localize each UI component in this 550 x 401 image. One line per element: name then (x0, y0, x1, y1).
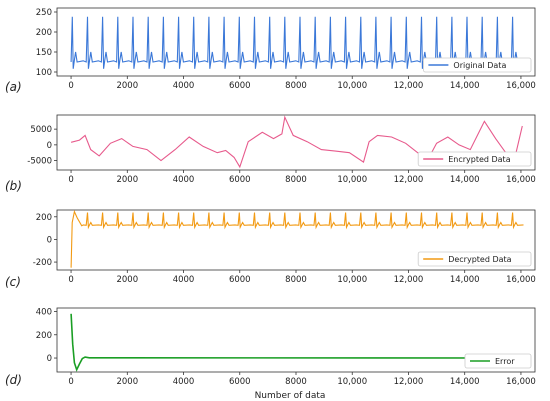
x-tick-label: 0 (68, 81, 73, 91)
y-tick-label: 100 (36, 68, 52, 78)
x-tick-label: 14,000 (450, 175, 480, 185)
y-tick-label: 200 (36, 28, 52, 38)
x-tick-label: 4000 (173, 175, 195, 185)
x-tick-label: 6000 (229, 175, 251, 185)
legend: Decrypted Data (417, 251, 532, 267)
x-tick-label: 6000 (229, 275, 251, 285)
x-tick-label: 6000 (229, 81, 251, 91)
panel-label: (d) (5, 373, 22, 387)
x-tick-label: 16,000 (506, 81, 536, 91)
legend-label: Error (495, 357, 515, 366)
x-tick-label: 4000 (173, 81, 195, 91)
x-tick-label: 8000 (285, 175, 307, 185)
panel-2: -5000 0 5000 0 2000 4000 6000 8000 10,000 12,000 1… (5, 114, 536, 193)
legend: Encrypted Data (417, 151, 532, 167)
legend-label: Encrypted Data (448, 155, 511, 164)
legend-label: Original Data (453, 61, 506, 70)
y-tick-label: 200 (36, 213, 52, 223)
x-axis-label: Number of data (255, 391, 326, 401)
x-tick-label: 6000 (229, 377, 251, 387)
x-tick-label: 14,000 (450, 377, 480, 387)
y-tick-label: 250 (36, 8, 52, 18)
axes-frame (56, 307, 536, 373)
x-tick-label: 12,000 (394, 175, 424, 185)
x-tick-label: 16,000 (506, 275, 536, 285)
x-tick-label: 10,000 (337, 175, 367, 185)
panel-1: 100 150 200 250 0 2000 4000 6000 8000 10,000 12,00… (5, 7, 536, 94)
x-tick-label: 8000 (285, 377, 307, 387)
x-tick-label: 14,000 (450, 81, 480, 91)
legend-label: Decrypted Data (448, 255, 511, 264)
y-tick-label: 5000 (30, 125, 52, 135)
x-tick-label: 10,000 (337, 81, 367, 91)
x-tick-label: 2000 (116, 377, 138, 387)
x-tick-label: 0 (68, 377, 73, 387)
x-tick-label: 10,000 (337, 377, 367, 387)
legend: Original Data (422, 57, 532, 73)
y-tick-label: 0 (47, 141, 52, 151)
x-tick-label: 0 (68, 175, 73, 185)
y-tick-label: 150 (36, 48, 52, 58)
x-tick-label: 12,000 (394, 275, 424, 285)
panel-label: (c) (5, 275, 21, 289)
x-tick-label: 0 (68, 275, 73, 285)
x-tick-label: 16,000 (506, 377, 536, 387)
x-tick-label: 8000 (285, 275, 307, 285)
x-tick-label: 4000 (173, 377, 195, 387)
y-tick-label: 400 (36, 307, 52, 317)
y-tick-label: 0 (47, 235, 52, 245)
y-tick-label: 0 (47, 354, 52, 364)
x-tick-label: 14,000 (450, 275, 480, 285)
y-tick-label: 200 (36, 331, 52, 341)
x-tick-label: 10,000 (337, 275, 367, 285)
panel-label: (b) (5, 179, 22, 193)
x-tick-label: 12,000 (394, 377, 424, 387)
x-tick-label: 2000 (116, 175, 138, 185)
x-tick-label: 4000 (173, 275, 195, 285)
series-line (70, 115, 523, 169)
series-line (70, 210, 524, 268)
x-tick-label: 16,000 (506, 175, 536, 185)
x-tick-label: 8000 (285, 81, 307, 91)
y-tick-label: -5000 (27, 157, 52, 167)
y-tick-label: -200 (33, 258, 52, 268)
panel-label: (a) (5, 80, 22, 94)
x-tick-label: 12,000 (394, 81, 424, 91)
x-tick-label: 2000 (116, 81, 138, 91)
x-tick-label: 2000 (116, 275, 138, 285)
series-line (70, 313, 523, 372)
legend: Error (464, 353, 532, 369)
